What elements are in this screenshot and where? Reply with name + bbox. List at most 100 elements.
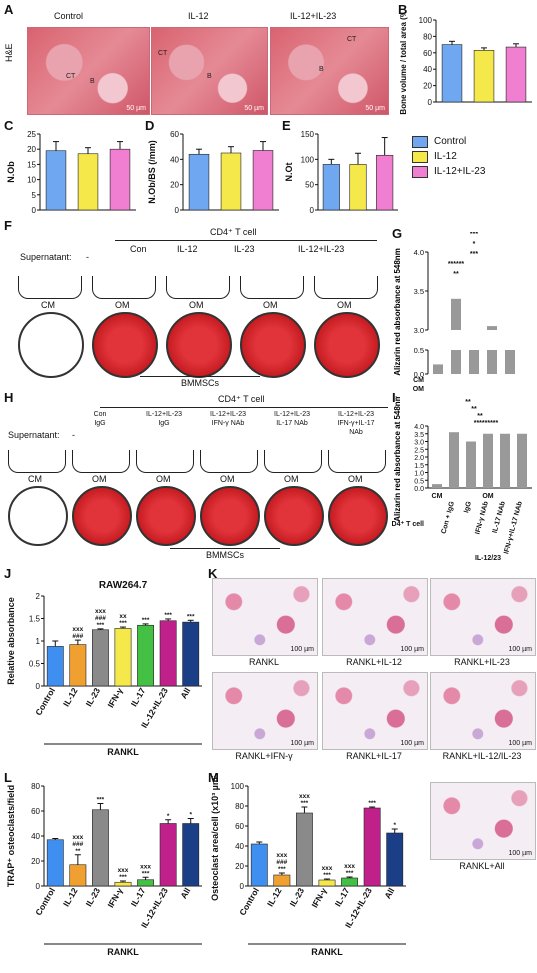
x-tick-label: IFN-γ+IL-17 NAb <box>503 501 524 555</box>
x-tick-label: IFN-γ <box>105 886 124 910</box>
medium-label: OM <box>156 474 171 484</box>
significance-label: *** <box>119 620 127 627</box>
y-tick-label: 80 <box>423 32 432 41</box>
chart-alizarin-g: 0.0 0.5 3.0 3.5 4.0 Alizarin red absorbance a… <box>393 232 515 392</box>
panel-letter-a: A <box>4 2 14 17</box>
alizarin-stained-dish <box>200 486 260 546</box>
significance-label: xxx <box>322 865 333 872</box>
medium-label: CM <box>432 493 443 500</box>
significance-label: *** <box>97 797 105 804</box>
significance-label: xxx <box>276 852 287 859</box>
legend-item: Control <box>412 134 485 149</box>
alizarin-stained-dish <box>264 486 324 546</box>
y-tick-label: 0 <box>36 682 41 691</box>
y-tick-label: 80 <box>235 802 244 811</box>
significance-label: *** <box>119 874 127 881</box>
x-tick-label: IL-23 <box>84 886 103 908</box>
panel-letter-m: M <box>208 770 219 785</box>
significance-label: xxx <box>95 608 106 615</box>
significance-label: *** <box>323 872 331 879</box>
y-tick-label: 0.5 <box>414 346 424 355</box>
micrograph: 100 µm <box>430 578 536 656</box>
y-tick-label: 1.5 <box>29 615 41 624</box>
scale-bar-label: 50 µm <box>365 105 385 112</box>
scale-bar-label: 50 µm <box>126 105 146 112</box>
y-axis-label: Alizarin red absorbance at 548nm <box>393 248 402 376</box>
chart-n-ob-bs: 0 20 40 60 N.Ob/BS (/mm) <box>147 130 279 215</box>
y-axis-label: N.Ob/BS (/mm) <box>147 140 157 204</box>
alizarin-stained-dish <box>328 486 388 546</box>
significance-label: ** <box>453 271 459 278</box>
culture-well <box>328 450 386 473</box>
micrograph-caption: RANKL <box>248 657 279 667</box>
y-tick-label: 0 <box>175 206 180 215</box>
y-tick-label: 3.5 <box>414 287 424 296</box>
significance-label: *** <box>142 870 150 877</box>
bar <box>505 350 515 374</box>
row-label: CD4⁺ T cell <box>392 521 424 528</box>
y-tick-label: 1 <box>36 637 41 646</box>
bar <box>220 152 242 211</box>
bar <box>466 441 476 488</box>
bar <box>250 843 268 887</box>
medium-label: OM <box>348 474 363 484</box>
medium-label: OM <box>92 474 107 484</box>
row-label: CM <box>413 377 424 384</box>
significance-label: xxx <box>299 793 310 800</box>
bmmscs-label: BMMSCs <box>170 548 280 560</box>
significance-label: xxx <box>140 863 151 870</box>
y-tick-label: 2 <box>36 592 41 601</box>
y-tick-label: 40 <box>31 832 40 841</box>
panel-letter-f: F <box>4 218 12 233</box>
bar <box>473 50 495 103</box>
y-tick-label: 3.0 <box>414 326 424 335</box>
medium-label: CM <box>28 474 42 484</box>
significance-label: * <box>393 822 396 829</box>
micrograph-caption: RANKL+IL-23 <box>454 657 510 667</box>
significance-label: ### <box>72 633 83 640</box>
y-tick-label: 1.5 <box>414 463 424 470</box>
legend-swatch <box>412 135 428 148</box>
scale-bar-label: 100 µm <box>400 740 425 747</box>
condition-label: IL-23 <box>234 244 255 254</box>
micrograph-caption: RANKL+IL-12/IL-23 <box>442 751 522 761</box>
he-marker-b: B <box>207 73 212 80</box>
bar <box>137 879 154 887</box>
legend-swatch <box>412 165 428 178</box>
culture-well <box>240 276 304 299</box>
x-tick-label: All <box>382 886 396 900</box>
x-tick-label: IL-12 <box>61 686 80 708</box>
legend-label: Control <box>434 136 467 147</box>
bar <box>182 621 200 687</box>
chart-osteoclast-area: 020406080100Controlxxx###***IL-12xxx***I… <box>210 776 406 957</box>
y-tick-label: 15 <box>27 160 36 169</box>
significance-label: *** <box>187 613 195 620</box>
significance-label: xx <box>119 613 127 620</box>
scale-bar-label: 50 µm <box>244 105 264 112</box>
significance-label: ### <box>95 615 106 622</box>
y-tick-label: 100 <box>419 16 433 25</box>
bar <box>296 812 313 887</box>
y-tick-label: 60 <box>423 49 432 58</box>
alizarin-stained-dish <box>166 312 232 378</box>
y-tick-label: 5 <box>32 191 37 200</box>
he-col-il12-il23: IL-12+IL-23 <box>290 11 337 21</box>
medium-label: OM <box>263 300 278 310</box>
significance-label: *** <box>97 622 105 629</box>
bar <box>341 877 358 887</box>
y-tick-label: 60 <box>235 822 244 831</box>
significance-label: *** <box>164 612 172 619</box>
condition-label: IL-12+IL-23 IFN-γ+IL-17 NAb <box>337 411 375 436</box>
medium-label: CM <box>41 300 55 310</box>
group-label: RANKL <box>311 947 343 957</box>
y-tick-label: 25 <box>27 130 36 139</box>
condition-label: IL-12+IL-23 IL-17 NAb <box>274 411 310 427</box>
micrograph: 100 µm <box>212 578 318 656</box>
significance-label: *** <box>470 232 478 238</box>
y-tick-label: 0.0 <box>414 486 424 493</box>
x-tick-label: All <box>178 686 192 700</box>
culture-well <box>8 450 66 473</box>
micrograph: 100 µm <box>322 578 428 656</box>
x-tick-label: IgG <box>463 500 473 514</box>
